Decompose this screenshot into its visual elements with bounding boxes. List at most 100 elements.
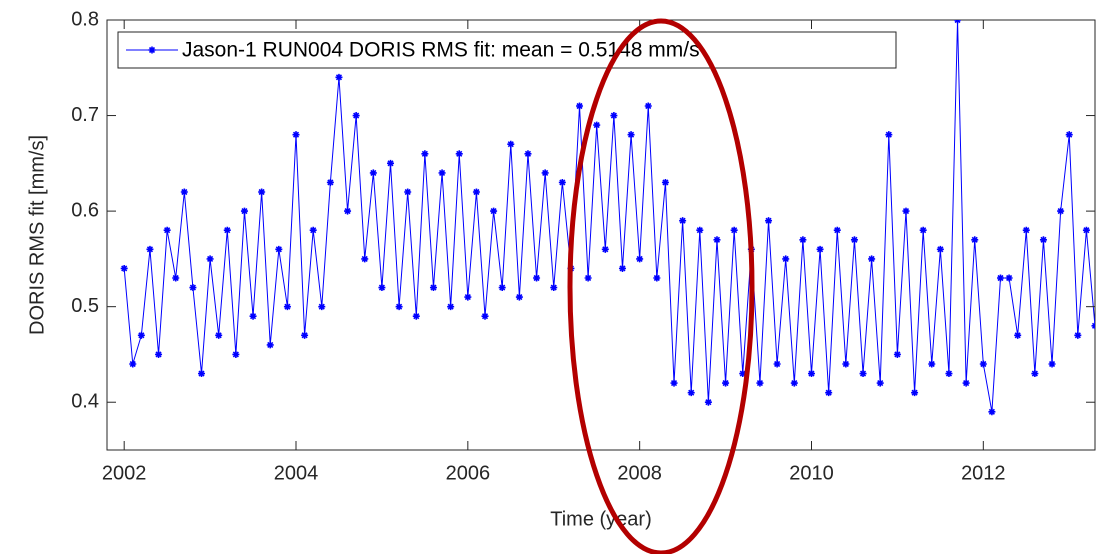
point	[773, 360, 781, 368]
point	[395, 303, 403, 311]
legend: Jason-1 RUN004 DORIS RMS fit: mean = 0.5…	[117, 31, 897, 69]
point	[335, 73, 343, 81]
point	[945, 370, 953, 378]
point	[1057, 207, 1065, 215]
point	[661, 178, 669, 186]
point	[404, 188, 412, 196]
point	[326, 178, 334, 186]
point	[799, 236, 807, 244]
point	[155, 350, 163, 358]
point	[850, 236, 858, 244]
point	[687, 389, 695, 397]
point	[988, 408, 996, 416]
point	[713, 236, 721, 244]
point	[481, 312, 489, 320]
point	[232, 350, 240, 358]
point	[790, 379, 798, 387]
y-axis-label: DORIS RMS fit [mm/s]	[26, 135, 48, 335]
x-tick-label: 2004	[274, 462, 319, 484]
point	[584, 274, 592, 282]
point	[498, 284, 506, 292]
point	[670, 379, 678, 387]
point	[704, 398, 712, 406]
point	[198, 370, 206, 378]
point	[206, 255, 214, 263]
point	[1074, 331, 1082, 339]
point	[928, 360, 936, 368]
point	[344, 207, 352, 215]
plot-content	[120, 20, 1095, 416]
point	[576, 102, 584, 110]
point	[292, 131, 300, 139]
point	[309, 226, 317, 234]
point	[412, 312, 420, 320]
y-tick-label: 0.7	[71, 104, 99, 126]
point	[782, 255, 790, 263]
highlight-ellipse	[567, 18, 755, 554]
point	[507, 140, 515, 148]
point	[730, 226, 738, 234]
point	[369, 169, 377, 177]
point	[550, 284, 558, 292]
point	[1091, 322, 1095, 330]
point	[455, 150, 463, 158]
point	[1082, 226, 1090, 234]
point	[1031, 370, 1039, 378]
point	[472, 188, 480, 196]
point	[387, 159, 395, 167]
point	[318, 303, 326, 311]
y-tick-label: 0.4	[71, 391, 99, 413]
point	[558, 178, 566, 186]
point	[902, 207, 910, 215]
legend-marker	[148, 46, 156, 54]
point	[593, 121, 601, 129]
y-tick-label: 0.5	[71, 295, 99, 317]
y-tick-label: 0.8	[71, 8, 99, 30]
x-tick-label: 2012	[961, 462, 1006, 484]
point	[825, 389, 833, 397]
point	[361, 255, 369, 263]
point	[936, 245, 944, 253]
point	[807, 370, 815, 378]
point	[765, 217, 773, 225]
point	[266, 341, 274, 349]
point	[859, 370, 867, 378]
point	[301, 331, 309, 339]
point	[283, 303, 291, 311]
legend-label: Jason-1 RUN004 DORIS RMS fit: mean = 0.5…	[182, 39, 700, 62]
x-tick-label: 2008	[617, 462, 662, 484]
point	[868, 255, 876, 263]
x-tick-label: 2006	[446, 462, 491, 484]
point	[833, 226, 841, 234]
point	[911, 389, 919, 397]
point	[893, 350, 901, 358]
point	[189, 284, 197, 292]
point	[1022, 226, 1030, 234]
point	[172, 274, 180, 282]
point	[240, 207, 248, 215]
point	[120, 264, 128, 272]
point	[954, 20, 962, 24]
point	[1048, 360, 1056, 368]
point	[223, 226, 231, 234]
point	[438, 169, 446, 177]
point	[180, 188, 188, 196]
point	[215, 331, 223, 339]
point	[756, 379, 764, 387]
point	[636, 255, 644, 263]
point	[533, 274, 541, 282]
point	[524, 150, 532, 158]
point	[146, 245, 154, 253]
point	[129, 360, 137, 368]
point	[722, 379, 730, 387]
point	[679, 217, 687, 225]
x-tick-label: 2010	[789, 462, 834, 484]
point	[653, 274, 661, 282]
point	[429, 284, 437, 292]
point	[249, 312, 257, 320]
point	[447, 303, 455, 311]
point	[971, 236, 979, 244]
y-tick-label: 0.6	[71, 199, 99, 221]
point	[378, 284, 386, 292]
